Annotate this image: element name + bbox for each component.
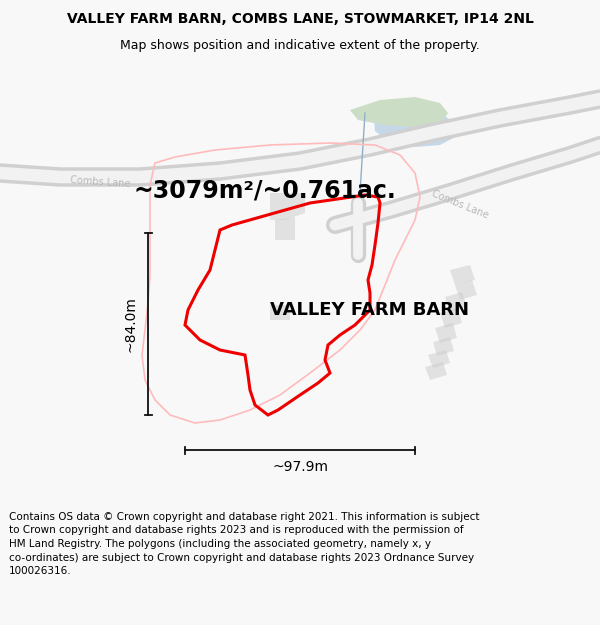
Polygon shape <box>350 97 448 127</box>
Text: ~84.0m: ~84.0m <box>124 296 138 352</box>
Text: VALLEY FARM BARN: VALLEY FARM BARN <box>271 301 470 319</box>
Polygon shape <box>450 265 475 285</box>
Polygon shape <box>270 305 290 320</box>
Polygon shape <box>445 292 467 312</box>
Polygon shape <box>428 350 450 368</box>
Polygon shape <box>374 110 455 147</box>
Polygon shape <box>440 308 462 328</box>
Polygon shape <box>435 323 457 343</box>
Text: Combs Lane: Combs Lane <box>430 189 490 221</box>
Text: Map shows position and indicative extent of the property.: Map shows position and indicative extent… <box>120 39 480 51</box>
Text: ~97.9m: ~97.9m <box>272 460 328 474</box>
Polygon shape <box>455 280 477 300</box>
Text: ~3079m²/~0.761ac.: ~3079m²/~0.761ac. <box>134 178 397 202</box>
Text: VALLEY FARM BARN, COMBS LANE, STOWMARKET, IP14 2NL: VALLEY FARM BARN, COMBS LANE, STOWMARKET… <box>67 12 533 26</box>
Polygon shape <box>270 193 305 220</box>
Text: Combs Lane: Combs Lane <box>70 175 130 189</box>
Polygon shape <box>433 337 454 356</box>
Text: Contains OS data © Crown copyright and database right 2021. This information is : Contains OS data © Crown copyright and d… <box>9 512 479 576</box>
Polygon shape <box>425 362 447 380</box>
Polygon shape <box>275 217 295 240</box>
